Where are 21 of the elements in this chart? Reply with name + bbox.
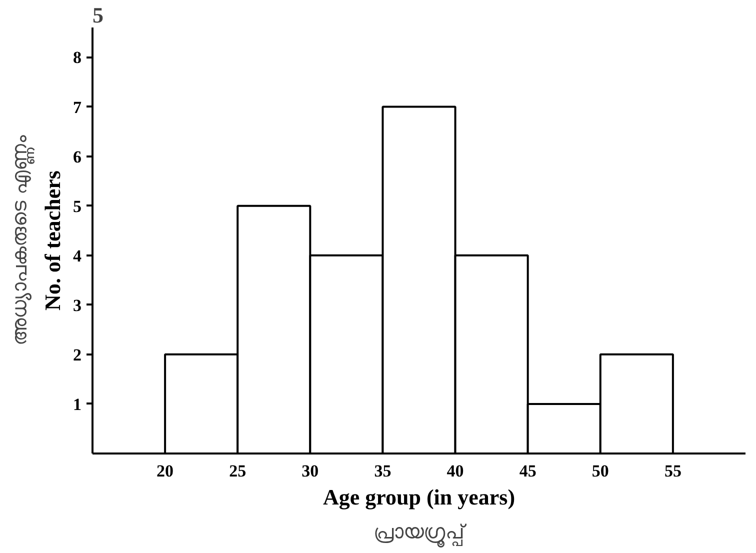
y-tick-label: 7 bbox=[73, 98, 82, 117]
text: 5 bbox=[92, 2, 104, 28]
x-tick-label: 30 bbox=[302, 462, 319, 480]
y-tick-label: 8 bbox=[73, 48, 82, 68]
x-tick-label: 20 bbox=[156, 462, 174, 480]
x-axis-title: Age group (in years) bbox=[322, 484, 516, 510]
x-tick-label: 45 bbox=[519, 462, 536, 480]
y-tick-label: 1 bbox=[73, 394, 82, 414]
y-tick-label: 3 bbox=[73, 296, 82, 315]
x-tick-label: 25 bbox=[229, 462, 246, 480]
x-tick-label: 35 bbox=[374, 462, 392, 480]
x-tick-label: 40 bbox=[446, 462, 464, 480]
y-tick-label: 4 bbox=[73, 246, 82, 266]
text: പ്രായഗ്രൂപ്പ് bbox=[374, 520, 468, 548]
x-tick-label: 55 bbox=[664, 462, 682, 480]
y-tick-label: 5 bbox=[73, 196, 82, 216]
y-tick-label: 2 bbox=[73, 345, 82, 364]
x-tick-label: 50 bbox=[592, 462, 609, 480]
y-axis-title: No. of teachers bbox=[40, 170, 65, 310]
y-tick-label: 6 bbox=[73, 147, 82, 166]
text: അധ്യാപകരുടെ എണ്ണം bbox=[8, 134, 34, 346]
